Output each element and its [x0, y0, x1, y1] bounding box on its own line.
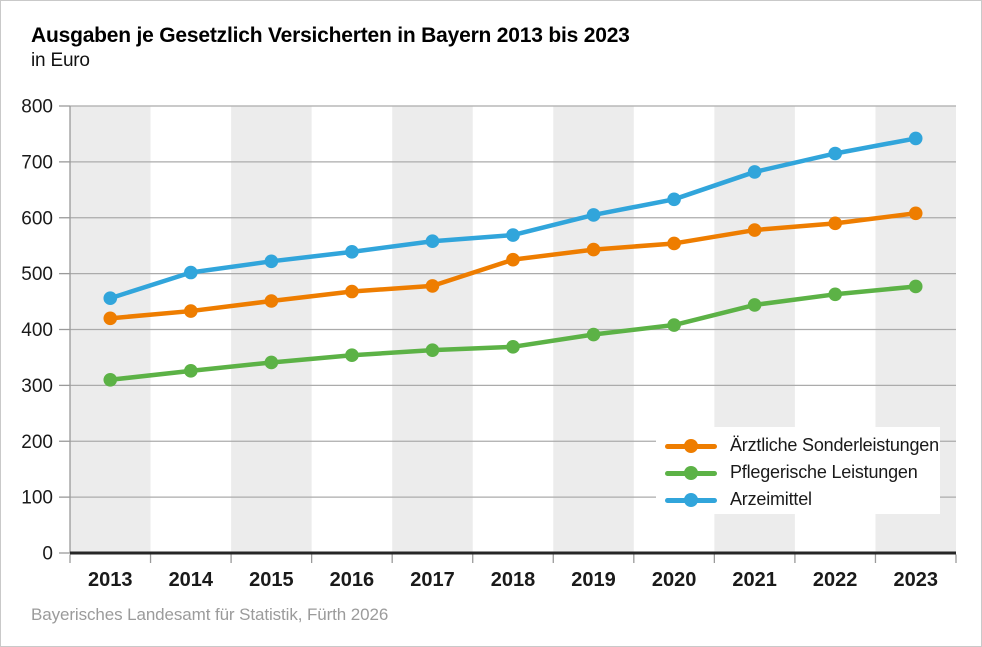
x-tick-label: 2019: [571, 569, 616, 591]
source-note: Bayerisches Landesamt für Statistik, Für…: [31, 605, 389, 624]
data-point: [747, 223, 762, 237]
x-tick-label: 2014: [169, 569, 214, 591]
data-point: [506, 252, 520, 267]
data-point: [586, 327, 601, 342]
data-point: [908, 131, 923, 146]
y-tick-label: 800: [21, 97, 53, 118]
data-point: [103, 291, 118, 306]
y-tick-label: 100: [21, 488, 53, 509]
x-tick-label: 2017: [410, 569, 455, 591]
legend-label: Pflegerische Leistungen: [730, 462, 918, 482]
data-point: [264, 294, 279, 308]
data-point: [667, 192, 681, 207]
legend-label: Arzeimittel: [730, 489, 812, 509]
data-point: [828, 287, 842, 302]
data-point: [828, 216, 842, 231]
chart-title: Ausgaben je Gesetzlich Versicherten in B…: [31, 24, 630, 47]
x-tick-label: 2023: [893, 569, 938, 591]
chart-header: Ausgaben je Gesetzlich Versicherten in B…: [31, 23, 630, 72]
legend-line-marker-icon: [665, 465, 717, 480]
legend-label: Ärztliche Sonderleistungen: [730, 435, 939, 455]
data-point: [345, 348, 359, 363]
data-point: [747, 165, 762, 179]
data-point: [506, 228, 520, 242]
chart-subtitle: in Euro: [31, 50, 90, 71]
data-point: [184, 364, 198, 378]
y-tick-label: 700: [21, 152, 53, 173]
legend-line-marker-icon: [665, 438, 717, 453]
data-point: [586, 208, 601, 222]
y-tick-label: 200: [21, 432, 53, 453]
data-point: [506, 340, 520, 354]
x-tick-label: 2021: [732, 569, 777, 591]
data-point: [264, 355, 279, 370]
legend-item: Pflegerische Leistungen: [665, 459, 940, 486]
y-tick-label: 600: [21, 208, 53, 229]
legend-item: Arzeimittel: [665, 486, 940, 513]
data-point: [103, 372, 118, 387]
data-point: [425, 343, 440, 357]
chart-legend: Ärztliche Sonderleistungen Pflegerische L…: [656, 427, 940, 514]
data-point: [425, 234, 440, 249]
y-tick-label: 300: [21, 376, 53, 397]
x-tick-label: 2015: [249, 569, 294, 591]
data-point: [345, 284, 359, 299]
legend-item: Ärztliche Sonderleistungen: [665, 432, 940, 459]
data-point: [264, 254, 279, 269]
data-point: [184, 265, 198, 280]
x-tick-label: 2013: [88, 569, 133, 591]
y-tick-label: 0: [42, 544, 53, 565]
y-tick-label: 500: [21, 264, 53, 285]
data-point: [667, 318, 681, 332]
data-point: [184, 304, 198, 318]
data-point: [345, 245, 359, 259]
data-point: [586, 242, 601, 257]
data-point: [425, 279, 440, 293]
x-tick-label: 2020: [652, 569, 697, 591]
legend-line-marker-icon: [665, 492, 717, 507]
data-point: [103, 311, 118, 326]
data-point: [747, 298, 762, 312]
x-tick-label: 2016: [330, 569, 375, 591]
x-tick-label: 2018: [491, 569, 536, 591]
data-point: [908, 206, 923, 221]
data-point: [908, 279, 923, 294]
data-point: [667, 236, 681, 251]
data-point: [828, 146, 842, 161]
y-tick-label: 400: [21, 320, 53, 341]
x-tick-label: 2022: [813, 569, 858, 591]
